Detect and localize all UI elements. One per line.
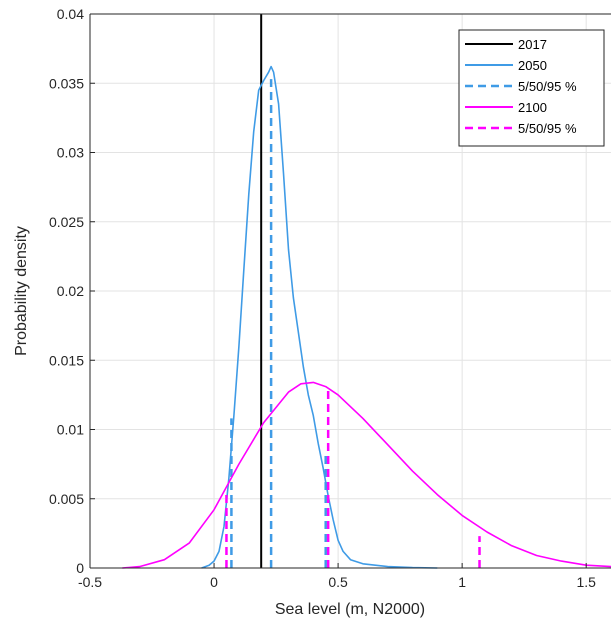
axes: [89, 13, 611, 569]
y-axis-label: Probability density: [13, 226, 30, 356]
y-tick-label: 0.02: [57, 283, 84, 299]
x-axis-label: Sea level (m, N2000): [275, 601, 425, 618]
legend-box: [458, 29, 605, 147]
y-tick-label: 0.03: [57, 145, 84, 161]
y-tick-label: 0.025: [49, 214, 84, 230]
x-tick-label: 0.5: [328, 574, 348, 590]
legend-label-2050-quantiles: 5/50/95 %: [518, 79, 577, 94]
x-tick-label: 0: [210, 574, 218, 590]
series-2100-curve: [122, 381, 611, 569]
legend-label-2017: 2017: [518, 37, 547, 52]
y-tick-label: 0.035: [49, 75, 84, 91]
x-tick-label: 1.5: [576, 574, 596, 590]
tick-labels: -0.5 0 0.5 1 1.500.0050.010.0150.020.0250.03…: [49, 6, 596, 590]
series-layer: [122, 14, 611, 569]
y-tick-label: 0: [76, 560, 84, 576]
legend-label-2100-quantiles: 5/50/95 %: [518, 121, 577, 136]
x-tick-label: 1: [458, 574, 466, 590]
legend-label-2050: 2050: [518, 58, 547, 73]
legend: 2017 2050 5/50/95 % 2100 5/50/95 %: [458, 29, 605, 147]
y-tick-label: 0.04: [57, 6, 84, 22]
y-tick-label: 0.005: [49, 491, 84, 507]
y-tick-label: 0.01: [57, 422, 84, 438]
x-tick-label: -0.5: [78, 574, 102, 590]
y-tick-label: 0.015: [49, 352, 84, 368]
legend-label-2100: 2100: [518, 100, 547, 115]
